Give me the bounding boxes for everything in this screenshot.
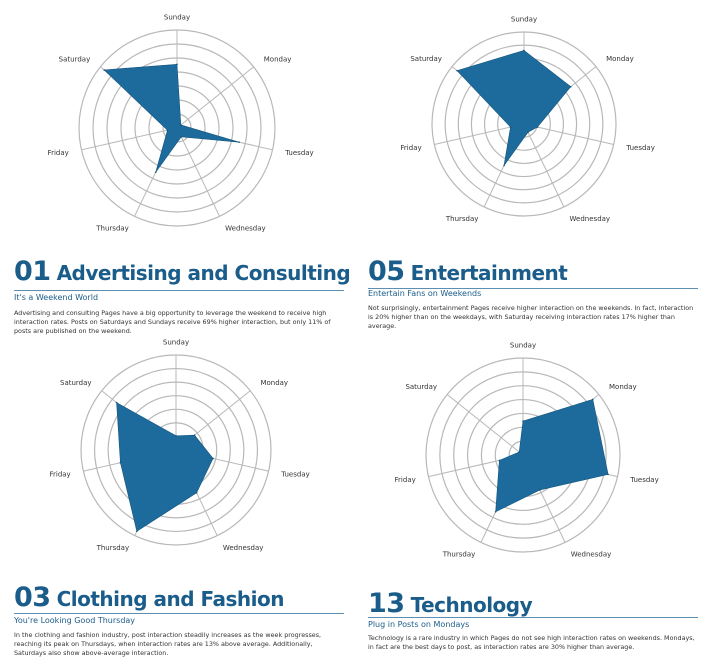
section-subtitle: You're Looking Good Thursday xyxy=(14,616,136,625)
axis-label-thursday: Thursday xyxy=(442,551,476,559)
axis-label-tuesday: Tuesday xyxy=(284,149,313,157)
axis-label-monday: Monday xyxy=(260,379,288,387)
section-body: Not surprisingly, entertainment Pages re… xyxy=(368,304,694,330)
radar-chart-advertising: Monday Tuesday Wednesday Thursday Friday Satu… xyxy=(48,14,314,233)
data-point xyxy=(509,126,512,128)
section-title: Technology xyxy=(410,593,533,617)
data-point xyxy=(569,85,572,88)
section-body: Technology is a rare industry in which P… xyxy=(368,634,695,651)
data-point xyxy=(607,473,609,476)
grid-spoke xyxy=(523,123,565,208)
radar-chart-clothing: Monday Tuesday Wednesday Thursday Friday Satu… xyxy=(49,339,309,552)
axis-label-saturday: Saturday xyxy=(60,379,92,387)
section-body: Advertising and consulting Pages have a … xyxy=(14,309,331,335)
section-number: 01 xyxy=(14,256,51,287)
axis-label-tuesday: Tuesday xyxy=(629,476,658,484)
axis-label-wednesday: Wednesday xyxy=(571,551,612,559)
grid-spoke xyxy=(446,394,524,456)
data-point xyxy=(591,398,594,401)
axis-label-thursday: Thursday xyxy=(95,225,129,233)
axis-label-sunday: Sunday xyxy=(510,342,536,350)
axis-label-thursday: Thursday xyxy=(96,544,130,552)
data-point xyxy=(166,129,169,131)
section-subtitle: It's a Weekend World xyxy=(14,293,99,302)
radar-chart-technology: Monday Tuesday Wednesday Thursday Friday Satu… xyxy=(395,342,659,559)
data-point xyxy=(539,489,541,491)
title-divider xyxy=(14,290,344,291)
grid-spoke xyxy=(434,123,525,145)
radar-chart-entertainment: Monday Tuesday Wednesday Thursday Friday Satu… xyxy=(400,16,654,224)
axis-label-friday: Friday xyxy=(49,471,70,479)
axis-label-wednesday: Wednesday xyxy=(570,215,611,223)
axis-label-wednesday: Wednesday xyxy=(225,225,266,233)
data-area xyxy=(495,398,609,513)
section-heading: 03 Clothing and Fashion xyxy=(14,582,285,613)
section-heading: 01 Advertising and Consulting xyxy=(14,256,351,287)
grid-spoke xyxy=(81,127,178,151)
data-point xyxy=(518,451,521,453)
section-title: Entertainment xyxy=(410,261,568,285)
section-title: Clothing and Fashion xyxy=(56,587,285,611)
data-point xyxy=(136,530,138,533)
section-body: In the clothing and fashion industry, po… xyxy=(14,631,322,657)
title-divider xyxy=(368,288,698,289)
title-divider xyxy=(368,617,698,618)
data-area xyxy=(116,402,214,532)
data-point xyxy=(212,457,214,460)
axis-label-thursday: Thursday xyxy=(445,215,479,223)
data-point xyxy=(503,164,505,167)
section-title: Advertising and Consulting xyxy=(56,261,351,285)
section-heading: 13 Technology xyxy=(368,588,533,619)
data-point xyxy=(527,131,529,134)
axis-label-sunday: Sunday xyxy=(164,14,190,22)
section-heading: 05 Entertainment xyxy=(368,256,568,287)
data-point xyxy=(103,69,106,71)
section-number: 05 xyxy=(368,256,405,287)
axis-label-sunday: Sunday xyxy=(163,339,189,347)
grid-spoke xyxy=(176,127,220,217)
data-point xyxy=(195,492,198,494)
title-divider xyxy=(14,613,344,614)
data-point xyxy=(456,69,458,72)
axis-label-monday: Monday xyxy=(609,383,637,391)
data-area xyxy=(103,63,240,173)
data-area xyxy=(456,50,572,166)
grid-spoke xyxy=(523,123,614,145)
data-point xyxy=(180,124,182,126)
data-point xyxy=(238,141,240,143)
section-subtitle: Plug in Posts on Mondays xyxy=(368,620,470,629)
data-point xyxy=(494,511,497,513)
section-number: 13 xyxy=(368,588,405,619)
axis-label-saturday: Saturday xyxy=(410,55,442,63)
section-subtitle: Entertain Fans on Weekends xyxy=(368,289,482,298)
data-point xyxy=(176,63,178,66)
data-point xyxy=(193,434,196,436)
axis-label-tuesday: Tuesday xyxy=(625,144,654,152)
section-number: 03 xyxy=(14,582,51,613)
data-point xyxy=(536,126,539,128)
axis-label-friday: Friday xyxy=(395,476,416,484)
data-point xyxy=(175,434,177,437)
axis-label-monday: Monday xyxy=(606,55,634,63)
axis-label-tuesday: Tuesday xyxy=(280,471,309,479)
data-point xyxy=(498,459,501,462)
axis-label-friday: Friday xyxy=(400,144,421,152)
data-point xyxy=(522,420,524,422)
data-point xyxy=(115,401,118,404)
data-point xyxy=(119,461,122,464)
grid-spoke xyxy=(176,66,254,129)
axis-label-monday: Monday xyxy=(264,55,292,63)
axis-label-friday: Friday xyxy=(48,149,69,157)
axis-label-saturday: Saturday xyxy=(405,383,437,391)
axis-label-sunday: Sunday xyxy=(511,16,537,24)
axis-label-saturday: Saturday xyxy=(59,55,91,63)
axis-label-wednesday: Wednesday xyxy=(223,544,264,552)
data-point xyxy=(154,171,157,173)
data-point xyxy=(523,49,525,52)
data-point xyxy=(180,136,183,138)
